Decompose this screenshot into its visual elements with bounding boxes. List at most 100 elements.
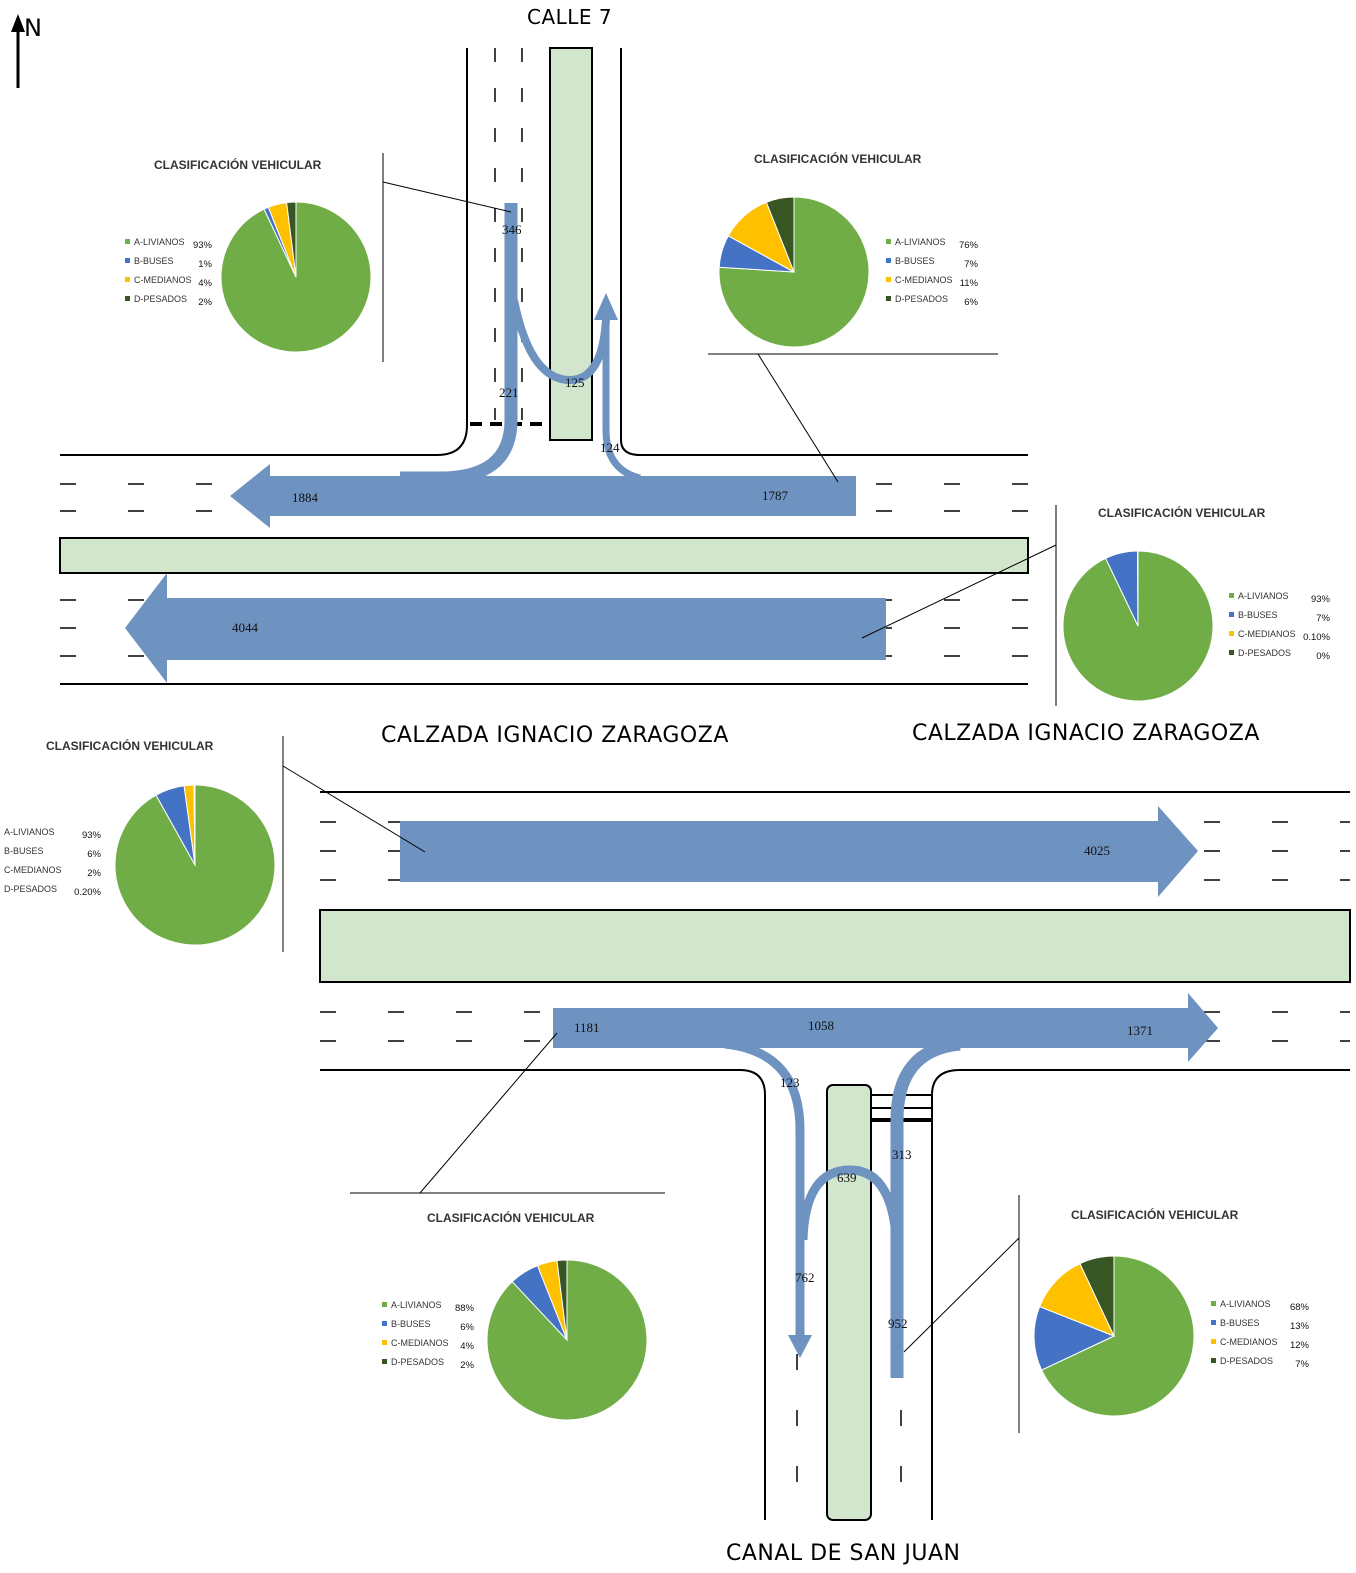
arrow-w-out xyxy=(230,464,856,528)
flow-value-eb-local-out: 1371 xyxy=(1127,1023,1153,1038)
legend-label: C-MEDIANOS xyxy=(4,865,62,875)
legend-percent: 6% xyxy=(460,1322,474,1333)
pie-slice-medianos xyxy=(1038,1262,1115,1337)
flow-value-s-in-right: 313 xyxy=(892,1147,912,1162)
pie-chart-6: CLASIFICACIÓN VEHICULAR A-LIVIANOS 68% B-BU… xyxy=(1033,1207,1310,1417)
arrowhead-uturn-north xyxy=(594,293,618,320)
pie-title: CLASIFICACIÓN VEHICULAR xyxy=(1098,505,1266,520)
legend-label: B-BUSES xyxy=(4,846,44,856)
arrow-eb-main xyxy=(400,806,1198,897)
vehicle-classification-charts: CLASIFICACIÓN VEHICULAR A-LIVIANOS 93% B-BU… xyxy=(4,151,1331,1421)
legend-label: B-BUSES xyxy=(134,256,174,266)
legend-percent: 11% xyxy=(960,278,979,289)
legend-percent: 0.10% xyxy=(1303,632,1330,643)
legend-label: A-LIVIANOS xyxy=(1238,591,1289,601)
flow-value-s-uturn: 639 xyxy=(837,1170,857,1185)
legend-label: A-LIVIANOS xyxy=(391,1300,442,1310)
legend-percent: 7% xyxy=(964,259,978,270)
flow-value-eb-local-in: 1181 xyxy=(574,1020,600,1035)
flow-value-n-uturn: 125 xyxy=(565,375,585,390)
legend-label: D-PESADOS xyxy=(895,294,948,304)
legend-swatch-medianos xyxy=(886,277,891,282)
legend-percent: 76% xyxy=(959,240,979,251)
north-label: N xyxy=(24,14,42,42)
legend-percent: 0.20% xyxy=(74,887,101,898)
legend-swatch-pesados xyxy=(1229,650,1234,655)
legend-label: C-MEDIANOS xyxy=(895,275,953,285)
street-label-zaragoza-left: CALZADA IGNACIO ZARAGOZA xyxy=(381,723,729,748)
legend-swatch-medianos xyxy=(1211,1339,1216,1344)
pie-title: CLASIFICACIÓN VEHICULAR xyxy=(46,738,214,753)
legend-swatch-pesados xyxy=(886,296,891,301)
flow-value-s-in: 952 xyxy=(888,1316,908,1331)
flow-value-w-out: 1884 xyxy=(292,490,319,505)
pie-chart-1: CLASIFICACIÓN VEHICULAR A-LIVIANOS 93% B-BU… xyxy=(125,157,372,353)
flow-value-s-out: 762 xyxy=(795,1270,815,1285)
legend-label: C-MEDIANOS xyxy=(1220,1337,1278,1347)
road-structure xyxy=(59,47,1351,1521)
legend-label: D-PESADOS xyxy=(1238,648,1291,658)
legend-label: A-LIVIANOS xyxy=(4,827,55,837)
flow-value-n-left: 221 xyxy=(499,385,519,400)
legend-label: D-PESADOS xyxy=(134,294,187,304)
legend-swatch-pesados xyxy=(382,1359,387,1364)
legend-percent: 68% xyxy=(1290,1302,1310,1313)
flow-labels: 346 221 125 124 1884 1787 4044 4025 1181 1058 1371… xyxy=(232,222,1153,1331)
legend-label: D-PESADOS xyxy=(4,884,57,894)
legend-label: C-MEDIANOS xyxy=(1238,629,1296,639)
legend-percent: 2% xyxy=(460,1360,474,1371)
legend-swatch-pesados xyxy=(1211,1358,1216,1363)
legend-label: A-LIVIANOS xyxy=(134,237,185,247)
legend-percent: 6% xyxy=(964,297,978,308)
flow-value-s-right: 123 xyxy=(780,1075,800,1090)
legend-percent: 93% xyxy=(82,830,102,841)
legend-swatch-medianos xyxy=(382,1340,387,1345)
legend-percent: 13% xyxy=(1290,1321,1310,1332)
north-arrow-icon xyxy=(11,14,25,88)
legend-swatch-livianos xyxy=(1211,1301,1216,1306)
legend-percent: 4% xyxy=(198,278,212,289)
arrow-wb-main xyxy=(125,573,886,683)
pie-slice-pesados xyxy=(556,1259,568,1341)
legend-swatch-buses xyxy=(125,258,130,263)
arrowhead-south-out xyxy=(788,1335,812,1358)
legend-percent: 12% xyxy=(1290,1340,1310,1351)
flow-value-e-north: 124 xyxy=(600,440,620,455)
flow-value-eb-local-mid: 1058 xyxy=(808,1018,834,1033)
legend-percent: 7% xyxy=(1295,1359,1309,1370)
legend-label: B-BUSES xyxy=(1238,610,1278,620)
turn-arrows xyxy=(400,203,961,1378)
arrow-eb-local xyxy=(553,993,1218,1062)
legend-swatch-livianos xyxy=(1229,593,1234,598)
legend-percent: 1% xyxy=(198,259,212,270)
legend-percent: 2% xyxy=(198,297,212,308)
legend-label: A-LIVIANOS xyxy=(895,237,946,247)
legend-label: C-MEDIANOS xyxy=(134,275,192,285)
pie-slice-livianos xyxy=(486,1259,648,1421)
legend-swatch-livianos xyxy=(886,239,891,244)
pie-title: CLASIFICACIÓN VEHICULAR xyxy=(754,151,922,166)
legend-swatch-livianos xyxy=(125,239,130,244)
pie-chart-4: CLASIFICACIÓN VEHICULAR A-LIVIANOS 93% B-BU… xyxy=(4,738,276,946)
legend-swatch-medianos xyxy=(1229,631,1234,636)
legend-percent: 4% xyxy=(460,1341,474,1352)
legend-swatch-livianos xyxy=(382,1302,387,1307)
street-label-zaragoza-right: CALZADA IGNACIO ZARAGOZA xyxy=(912,721,1260,746)
leader-lines xyxy=(282,153,1057,1433)
legend-swatch-buses xyxy=(1229,612,1234,617)
legend-label: C-MEDIANOS xyxy=(391,1338,449,1348)
pie-title: CLASIFICACIÓN VEHICULAR xyxy=(154,157,322,172)
legend-label: D-PESADOS xyxy=(391,1357,444,1367)
legend-swatch-buses xyxy=(886,258,891,263)
legend-label: B-BUSES xyxy=(1220,1318,1260,1328)
flow-value-wb-main: 4044 xyxy=(232,620,259,635)
legend-percent: 93% xyxy=(193,240,213,251)
street-label-calle7: CALLE 7 xyxy=(527,5,613,29)
legend-label: D-PESADOS xyxy=(1220,1356,1273,1366)
pie-slice-pesados xyxy=(286,201,297,278)
legend-swatch-buses xyxy=(1211,1320,1216,1325)
flow-arrows xyxy=(125,464,1218,1062)
legend-label: A-LIVIANOS xyxy=(1220,1299,1271,1309)
pie-chart-2: CLASIFICACIÓN VEHICULAR A-LIVIANOS 76% B-BU… xyxy=(718,151,979,348)
legend-percent: 88% xyxy=(455,1303,475,1314)
